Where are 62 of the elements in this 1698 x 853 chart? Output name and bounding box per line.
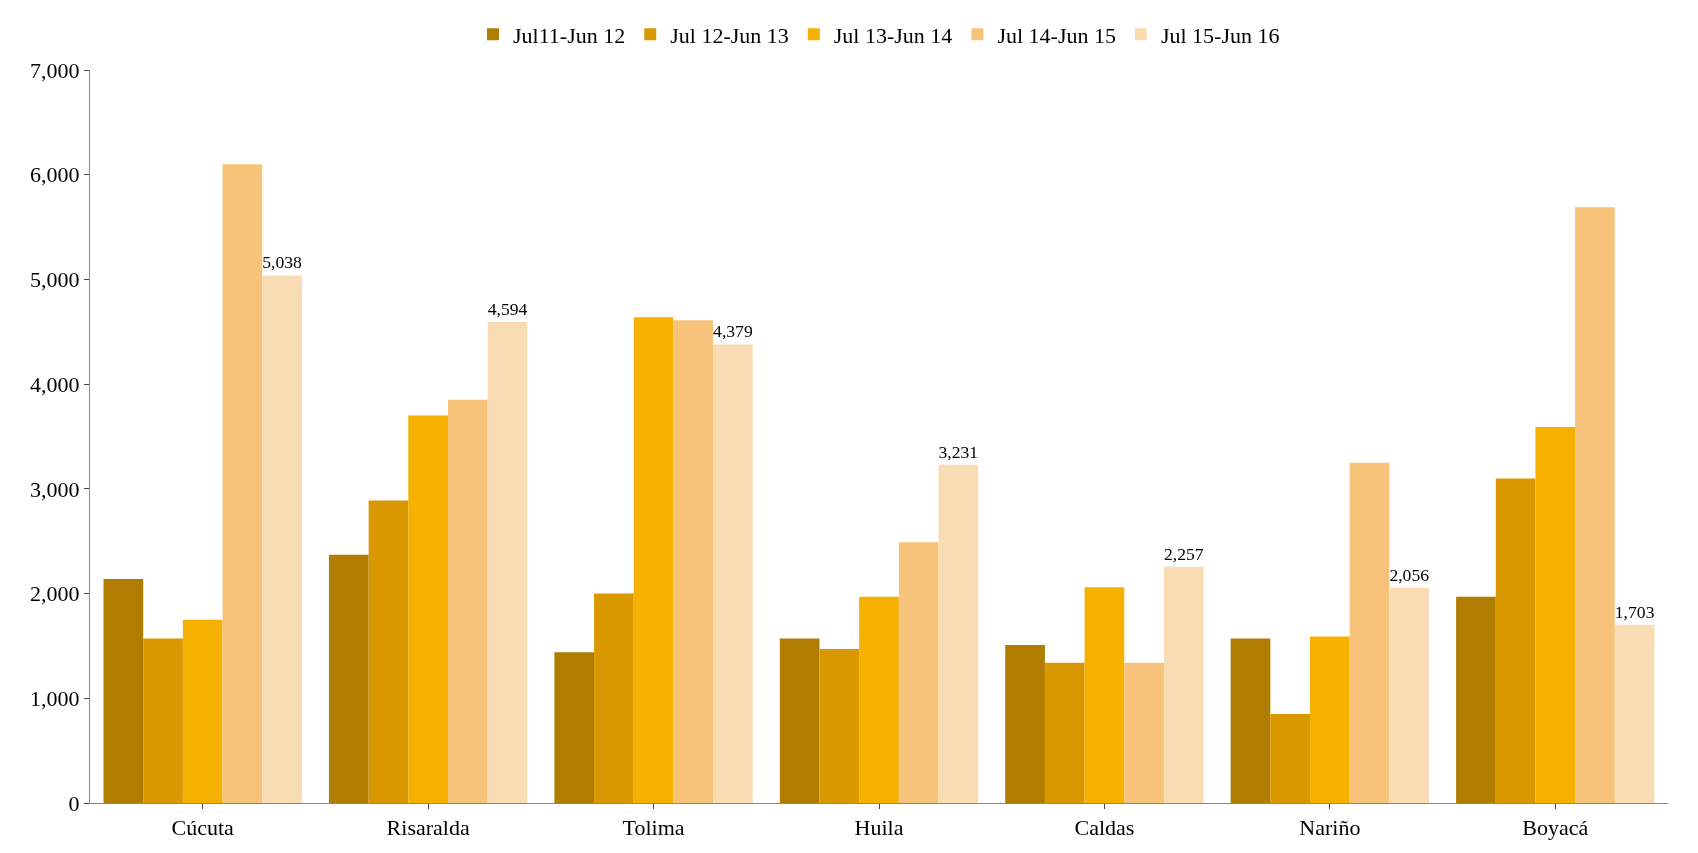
bar [447,399,488,803]
x-tick-label: Cúcuta [171,815,235,841]
legend-label: Jul 12-Jun 13 [670,22,789,48]
bar [594,593,634,803]
bar [1270,713,1311,803]
legend-label: Jul 14-Jun 15 [997,22,1116,48]
bar [1575,207,1615,803]
bar [1044,662,1085,803]
y-tick-label: 1,000 [30,685,80,711]
y-tick-label: 5,000 [30,267,80,293]
bar [1349,462,1390,803]
bar [633,317,674,803]
data-label: 4,379 [713,321,753,342]
y-tick-label: 3,000 [30,476,80,502]
bar [143,638,183,803]
bar [222,164,263,803]
bar [103,578,144,803]
bar [898,542,939,803]
bar [182,619,223,803]
x-tick-label: Huila [854,815,904,841]
y-tick-label: 6,000 [30,162,80,188]
bar [1163,566,1204,803]
bar [938,464,979,803]
bar [1614,624,1655,803]
bar [328,554,369,803]
data-label: 5,038 [262,252,303,273]
bar [487,321,528,803]
x-tick-label: Risaralda [386,815,470,841]
legend-label: Jul 13-Jun 14 [833,22,953,48]
bar [1124,662,1164,803]
bar [779,638,820,803]
x-tick-label: Tolima [622,815,685,841]
bar [673,320,714,803]
bar [1456,596,1496,803]
y-tick-label: 0 [68,790,80,816]
legend-label: Jul11-Jun 12 [513,22,626,48]
bar [1084,587,1125,803]
bar [408,415,448,803]
legend-label: Jul 15-Jun 16 [1160,22,1280,48]
bar [368,500,409,803]
bar [1005,644,1045,803]
bar [1389,587,1430,803]
bar [1310,636,1350,803]
bar [1495,478,1536,803]
bar [1535,427,1576,803]
bar [859,596,899,803]
data-label: 2,257 [1163,543,1204,564]
y-tick-label: 4,000 [30,371,80,397]
x-tick-label: Nariño [1299,815,1361,841]
bar [554,652,595,803]
bar [1230,638,1271,803]
data-label: 1,703 [1614,601,1655,622]
bar [819,649,860,803]
data-label: 4,594 [487,298,528,319]
data-label: 3,231 [938,441,979,462]
y-tick-label: 7,000 [30,57,80,83]
x-tick-label: Boyacá [1522,815,1589,841]
y-tick-label: 2,000 [30,581,80,607]
data-label: 2,056 [1389,564,1430,585]
bar [262,275,302,803]
bar [713,344,753,803]
x-tick-label: Caldas [1074,815,1135,841]
